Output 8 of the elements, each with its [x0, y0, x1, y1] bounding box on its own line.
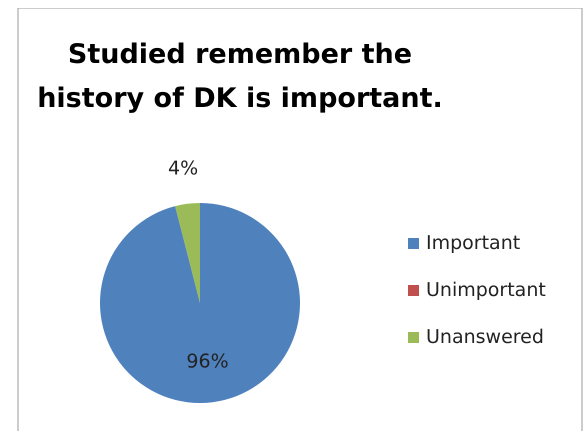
legend-label: Important: [426, 232, 520, 254]
pie-slice: [100, 203, 300, 403]
chart-title: Studied remember the history of DK is important.: [37, 39, 443, 114]
legend-label: Unimportant: [426, 279, 546, 302]
data-label: 4%: [168, 157, 198, 180]
pie-slice: [175, 203, 200, 303]
legend-label: Unanswered: [426, 326, 544, 348]
data-label: 96%: [186, 350, 229, 373]
